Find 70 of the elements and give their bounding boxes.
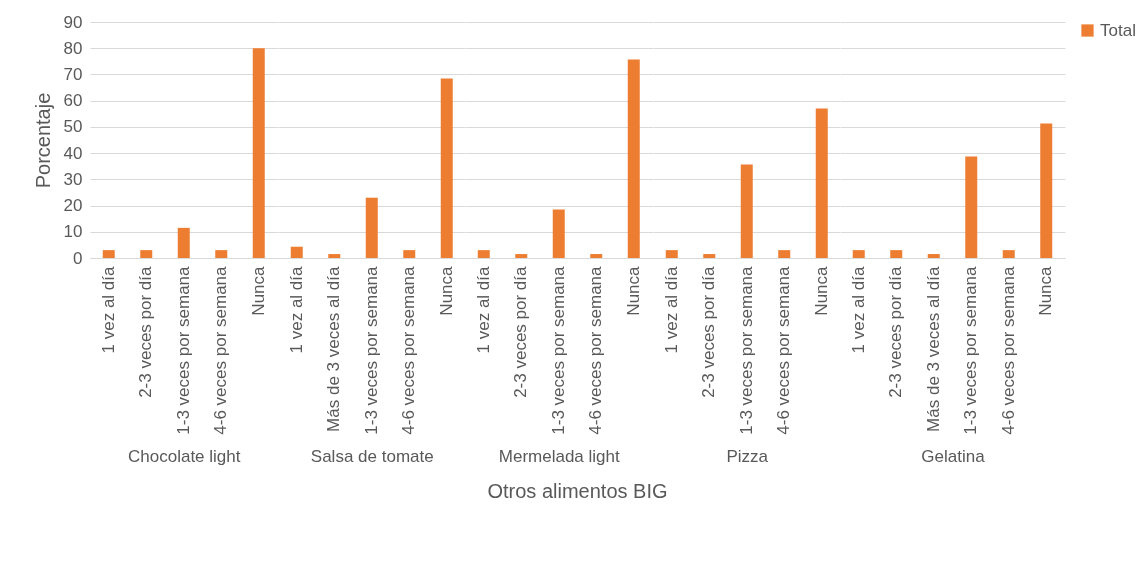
x-tick-label: Nunca [1036, 265, 1056, 316]
y-tick-label: 80 [63, 38, 83, 58]
x-tick-label: 1-3 veces por semana [548, 265, 568, 435]
y-tick-label: 90 [63, 12, 83, 32]
bar [815, 108, 828, 258]
x-tick-label: 4-6 veces por semana [998, 265, 1018, 435]
bar [965, 156, 978, 258]
y-tick-label: 30 [63, 169, 83, 189]
x-tick-label: Nunca [436, 265, 456, 316]
x-tick-label: 1-3 veces por semana [736, 265, 756, 435]
bar [440, 78, 453, 258]
bar [215, 250, 228, 258]
y-axis-title: Porcentaje [31, 92, 54, 189]
text: Otros alimentos BIG [486, 480, 669, 503]
x-tick-label: 2-3 veces por día [698, 265, 718, 398]
bar [665, 250, 678, 258]
x-axis-title: Gelatina [921, 446, 986, 466]
bar [1002, 250, 1015, 258]
bar [365, 197, 378, 258]
bar [552, 209, 565, 258]
bar [252, 48, 265, 258]
x-tick-label: Más de 3 veces al día [923, 265, 943, 432]
x-axis-title: Mermelada light [498, 446, 620, 466]
x-axis-title: Chocolate light [128, 446, 241, 466]
bar [140, 250, 153, 258]
bar [327, 254, 340, 258]
y-tick-label: 0 [73, 248, 83, 268]
y-tick-label: 70 [63, 64, 83, 84]
y-tick-label: 50 [63, 117, 83, 137]
x-tick-label: 4-6 veces por semana [211, 265, 231, 435]
x-tick-label: 4-6 veces por semana [398, 265, 418, 435]
bar [402, 250, 415, 258]
bar [477, 250, 490, 258]
x-tick-label: Nunca [248, 265, 268, 316]
x-tick-label: Más de 3 veces al día [323, 265, 343, 432]
bar [627, 59, 640, 258]
x-tick-label: 4-6 veces por semana [773, 265, 793, 435]
y-tick-label: 10 [63, 222, 83, 242]
x-tick-label: 2-3 veces por día [886, 265, 906, 398]
y-tick-label: 40 [63, 143, 83, 163]
x-tick-label: 1-3 veces por semana [173, 265, 193, 435]
bar [102, 250, 115, 258]
x-axis-title: Salsa de tomate [310, 446, 434, 466]
x-tick-label: 2-3 veces por día [136, 265, 156, 398]
bar [702, 254, 715, 258]
x-tick-label: Nunca [623, 265, 643, 316]
x-tick-label: 1 vez al día [473, 265, 493, 354]
x-tick-label: Nunca [811, 265, 831, 316]
legend-label: Total [1100, 20, 1136, 40]
bar [290, 246, 303, 258]
x-tick-label: 1-3 veces por semana [961, 265, 981, 435]
x-tick-label: 1 vez al día [286, 265, 306, 354]
x-tick-label: 1-3 veces por semana [361, 265, 381, 435]
y-tick-label: 20 [63, 196, 83, 216]
x-tick-label: 1 vez al día [661, 265, 681, 354]
x-tick-label: 1 vez al día [848, 265, 868, 354]
bar [515, 254, 528, 258]
bar [890, 250, 903, 258]
bar [1040, 123, 1053, 258]
bar [590, 254, 603, 258]
bar [177, 227, 190, 258]
y-tick-label: 60 [63, 91, 83, 111]
bar [740, 164, 753, 258]
x-tick-label: 4-6 veces por semana [586, 265, 606, 435]
x-tick-label: 1 vez al día [98, 265, 118, 354]
bar [927, 254, 940, 258]
bar [852, 250, 865, 258]
bar [777, 250, 790, 258]
x-tick-label: 2-3 veces por día [511, 265, 531, 398]
x-axis-title: Pizza [725, 446, 769, 466]
